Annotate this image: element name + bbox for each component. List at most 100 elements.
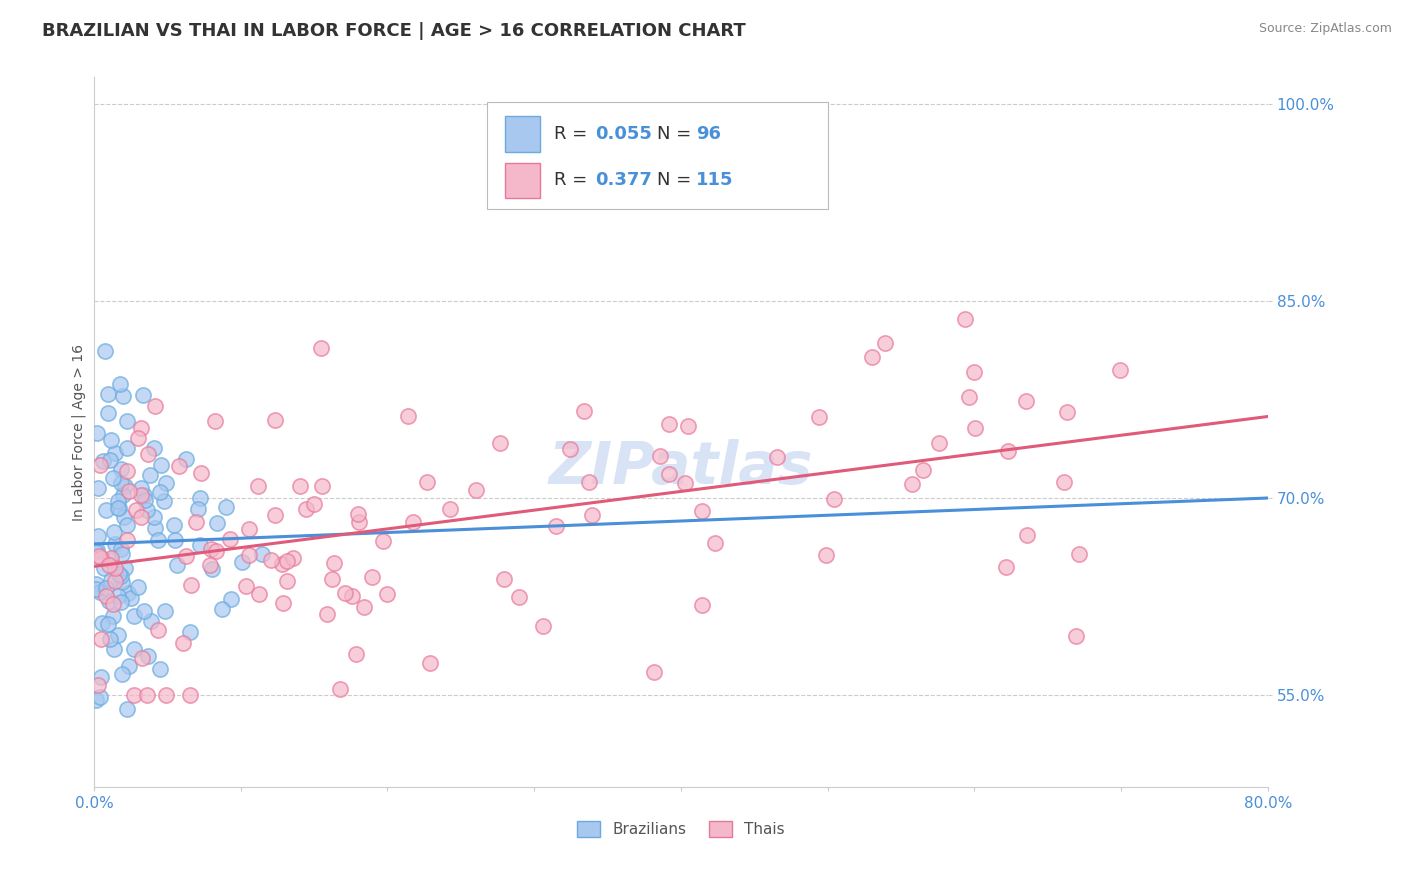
Y-axis label: In Labor Force | Age > 16: In Labor Force | Age > 16 — [72, 343, 86, 521]
Point — [329, 682, 352, 697]
Point — [215, 500, 238, 514]
Point — [353, 599, 375, 614]
Point — [172, 636, 194, 650]
Point — [187, 502, 209, 516]
Point — [957, 390, 980, 404]
Point — [218, 532, 240, 546]
Point — [103, 608, 125, 623]
Point — [238, 522, 260, 536]
Point — [90, 632, 112, 646]
Point — [114, 478, 136, 492]
Point — [143, 521, 166, 535]
Point — [100, 434, 122, 448]
Point — [259, 553, 281, 567]
Point — [94, 581, 117, 595]
Point — [98, 594, 121, 608]
Point — [149, 484, 172, 499]
Point — [335, 586, 357, 600]
Text: ZIPatlas: ZIPatlas — [548, 439, 813, 496]
Point — [110, 595, 132, 609]
Point — [121, 591, 143, 605]
Point — [111, 667, 134, 681]
Point — [131, 650, 153, 665]
Point — [814, 548, 837, 562]
Point — [91, 616, 114, 631]
Point — [127, 431, 149, 445]
Point — [371, 533, 394, 548]
Point — [129, 421, 152, 435]
Point — [98, 553, 121, 567]
Point — [344, 647, 367, 661]
Point — [994, 559, 1017, 574]
Point — [129, 481, 152, 495]
Point — [205, 543, 228, 558]
Point — [107, 589, 129, 603]
Point — [97, 406, 120, 420]
Point — [1015, 393, 1038, 408]
Point — [204, 414, 226, 428]
Point — [862, 350, 884, 364]
Point — [1109, 363, 1132, 377]
Point — [110, 569, 132, 583]
Point — [311, 479, 333, 493]
Point — [122, 641, 145, 656]
Point — [873, 336, 896, 351]
Point — [118, 483, 141, 498]
FancyBboxPatch shape — [505, 117, 540, 152]
Point — [142, 510, 165, 524]
Point — [153, 493, 176, 508]
Point — [124, 609, 146, 624]
Point — [97, 616, 120, 631]
Point — [288, 478, 311, 492]
Point — [190, 467, 212, 481]
Point — [129, 488, 152, 502]
Point — [704, 536, 727, 550]
Point — [155, 688, 177, 702]
Point — [572, 404, 595, 418]
Point — [110, 377, 132, 392]
Point — [98, 452, 121, 467]
Point — [271, 596, 294, 610]
Point — [163, 518, 186, 533]
Point — [118, 659, 141, 673]
Point — [375, 587, 398, 601]
Text: R =: R = — [554, 171, 593, 189]
Point — [107, 566, 129, 581]
Legend: Brazilians, Thais: Brazilians, Thais — [571, 815, 792, 843]
Point — [361, 570, 384, 584]
Point — [89, 549, 111, 564]
Point — [135, 503, 157, 517]
Point — [84, 577, 107, 591]
Point — [100, 551, 122, 566]
Point — [86, 582, 108, 597]
Point — [250, 547, 273, 561]
Point — [103, 641, 125, 656]
Text: 96: 96 — [696, 125, 721, 144]
Point — [508, 590, 530, 604]
Point — [283, 551, 305, 566]
Point — [179, 688, 201, 702]
Point — [87, 678, 110, 692]
Point — [271, 557, 294, 571]
Point — [340, 589, 363, 603]
Point — [111, 547, 134, 561]
Point — [808, 409, 831, 424]
Point — [111, 487, 134, 501]
Point — [139, 468, 162, 483]
Point — [201, 561, 224, 575]
Point — [86, 481, 108, 495]
Point — [132, 388, 155, 402]
Point — [321, 572, 343, 586]
Point — [101, 471, 124, 485]
Point — [89, 585, 111, 599]
Point — [402, 516, 425, 530]
Point — [346, 507, 368, 521]
Point — [142, 442, 165, 456]
Point — [488, 436, 510, 450]
Point — [309, 341, 332, 355]
Point — [657, 417, 679, 431]
Point — [465, 483, 488, 498]
Point — [86, 543, 108, 558]
Point — [167, 458, 190, 473]
Point — [658, 467, 681, 481]
